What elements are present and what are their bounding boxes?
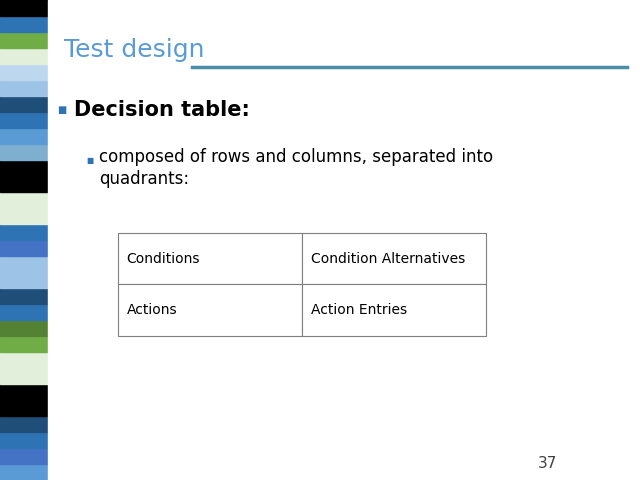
Bar — [0, 352, 48, 368]
Bar — [0, 80, 48, 96]
Text: quadrants:: quadrants: — [99, 169, 189, 188]
Bar — [0, 176, 48, 192]
Bar — [0, 224, 48, 240]
Bar — [0, 208, 48, 224]
Bar — [118, 233, 302, 284]
Bar — [0, 432, 48, 448]
Bar — [0, 96, 48, 112]
Bar — [0, 192, 48, 208]
Bar — [0, 288, 48, 304]
Bar — [0, 48, 48, 64]
Bar — [0, 128, 48, 144]
Bar — [0, 448, 48, 464]
Bar — [0, 0, 48, 16]
Bar — [0, 320, 48, 336]
Bar — [118, 284, 302, 336]
Bar — [302, 284, 486, 336]
Bar — [0, 416, 48, 432]
Bar — [0, 32, 48, 48]
Text: ■: ■ — [58, 106, 67, 115]
Text: Action Entries: Action Entries — [311, 303, 407, 317]
Text: Conditions: Conditions — [127, 252, 200, 265]
Bar — [0, 272, 48, 288]
Bar — [0, 384, 48, 400]
Bar — [0, 16, 48, 32]
Bar — [0, 112, 48, 128]
Bar — [0, 336, 48, 352]
Text: ■: ■ — [86, 156, 93, 165]
Text: Condition Alternatives: Condition Alternatives — [311, 252, 465, 265]
Text: Test design: Test design — [64, 38, 205, 62]
Bar — [0, 368, 48, 384]
Bar — [302, 233, 486, 284]
Bar — [0, 160, 48, 176]
Bar — [0, 144, 48, 160]
Text: Actions: Actions — [127, 303, 177, 317]
Bar — [0, 400, 48, 416]
Bar — [0, 240, 48, 256]
Text: composed of rows and columns, separated into: composed of rows and columns, separated … — [99, 148, 493, 167]
Text: Decision table:: Decision table: — [74, 100, 250, 120]
Text: 37: 37 — [538, 456, 557, 471]
Bar — [0, 464, 48, 480]
Bar — [0, 64, 48, 80]
Bar — [0, 304, 48, 320]
Bar — [0, 256, 48, 272]
